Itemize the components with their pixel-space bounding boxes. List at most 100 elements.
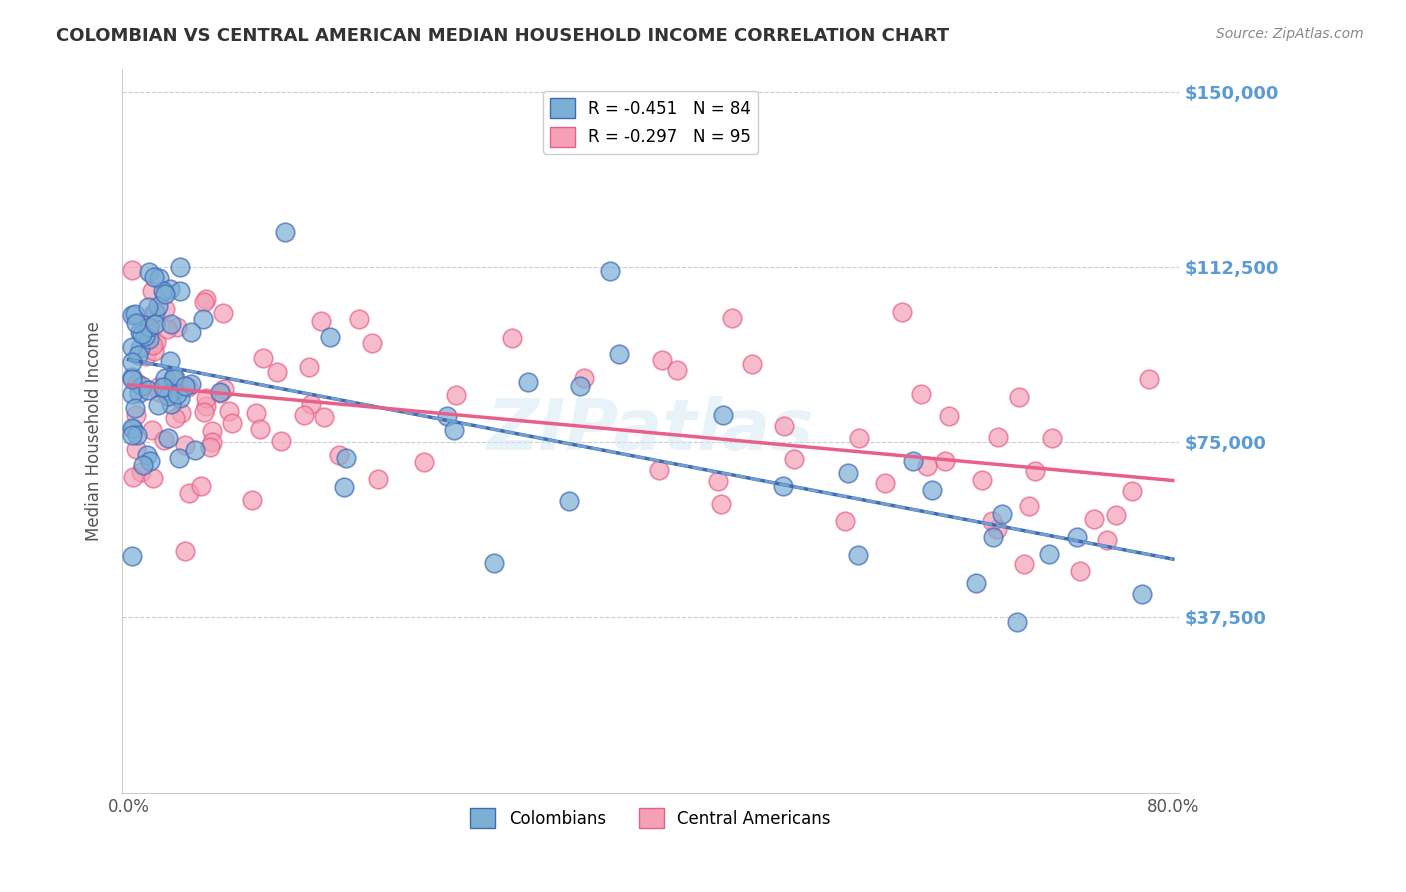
Point bbox=[1066, 530, 1088, 544]
Point bbox=[157, 380, 180, 394]
Point bbox=[121, 428, 143, 442]
Point bbox=[124, 401, 146, 416]
Point bbox=[125, 442, 148, 456]
Point bbox=[266, 365, 288, 379]
Point bbox=[180, 377, 202, 392]
Point bbox=[981, 514, 1004, 528]
Point bbox=[347, 311, 370, 326]
Point bbox=[309, 314, 332, 328]
Point bbox=[121, 308, 143, 322]
Text: Source: ZipAtlas.com: Source: ZipAtlas.com bbox=[1216, 27, 1364, 41]
Point bbox=[367, 472, 389, 486]
Point bbox=[569, 379, 592, 393]
Point bbox=[184, 443, 207, 458]
Point bbox=[159, 317, 181, 331]
Point bbox=[153, 434, 176, 448]
Point bbox=[910, 387, 932, 401]
Point bbox=[720, 310, 742, 325]
Point bbox=[987, 430, 1010, 444]
Point bbox=[174, 544, 197, 558]
Text: COLOMBIAN VS CENTRAL AMERICAN MEDIAN HOUSEHOLD INCOME CORRELATION CHART: COLOMBIAN VS CENTRAL AMERICAN MEDIAN HOU… bbox=[56, 27, 949, 45]
Point bbox=[741, 357, 763, 371]
Point bbox=[482, 556, 505, 570]
Point bbox=[648, 463, 671, 477]
Point bbox=[436, 409, 458, 423]
Point bbox=[153, 287, 176, 301]
Point bbox=[212, 306, 235, 320]
Point bbox=[1008, 390, 1031, 404]
Point bbox=[127, 376, 149, 391]
Point bbox=[501, 331, 523, 345]
Point bbox=[848, 430, 870, 444]
Point bbox=[143, 305, 166, 319]
Point bbox=[516, 376, 538, 390]
Point bbox=[195, 391, 218, 405]
Point bbox=[191, 311, 214, 326]
Point bbox=[221, 416, 243, 430]
Point bbox=[169, 260, 191, 275]
Point bbox=[162, 370, 184, 384]
Point bbox=[152, 284, 174, 298]
Point bbox=[128, 341, 150, 355]
Point bbox=[146, 398, 169, 412]
Point bbox=[1024, 464, 1046, 478]
Point bbox=[328, 449, 350, 463]
Point bbox=[159, 282, 181, 296]
Point bbox=[139, 454, 162, 468]
Point bbox=[1069, 565, 1091, 579]
Point bbox=[651, 353, 673, 368]
Legend: Colombians, Central Americans: Colombians, Central Americans bbox=[464, 801, 838, 835]
Point bbox=[195, 399, 218, 413]
Point bbox=[141, 284, 163, 298]
Point bbox=[299, 397, 322, 411]
Point bbox=[193, 295, 215, 310]
Point bbox=[148, 384, 170, 399]
Point bbox=[1018, 499, 1040, 513]
Point bbox=[772, 479, 794, 493]
Point bbox=[174, 438, 197, 452]
Point bbox=[121, 355, 143, 369]
Point bbox=[138, 265, 160, 279]
Point bbox=[136, 383, 159, 397]
Point bbox=[218, 403, 240, 417]
Point bbox=[873, 475, 896, 490]
Point bbox=[240, 493, 263, 508]
Point bbox=[169, 450, 191, 465]
Point bbox=[190, 479, 212, 493]
Point bbox=[162, 371, 184, 385]
Point bbox=[141, 423, 163, 437]
Point bbox=[981, 530, 1004, 544]
Point bbox=[1095, 533, 1118, 547]
Point bbox=[665, 363, 688, 377]
Point bbox=[127, 348, 149, 362]
Point bbox=[136, 300, 159, 314]
Point bbox=[921, 483, 943, 497]
Point bbox=[412, 455, 434, 469]
Point bbox=[208, 385, 231, 400]
Point bbox=[195, 292, 218, 306]
Point bbox=[970, 473, 993, 487]
Point bbox=[135, 349, 157, 363]
Point bbox=[121, 549, 143, 564]
Point bbox=[252, 351, 274, 366]
Point bbox=[131, 379, 153, 393]
Point bbox=[1139, 372, 1161, 386]
Point bbox=[146, 380, 169, 394]
Point bbox=[129, 465, 152, 479]
Point bbox=[891, 305, 914, 319]
Point bbox=[1130, 587, 1153, 601]
Point bbox=[121, 421, 143, 435]
Point bbox=[121, 372, 143, 386]
Point bbox=[711, 409, 734, 423]
Point bbox=[335, 450, 357, 465]
Point bbox=[135, 323, 157, 337]
Point bbox=[166, 386, 188, 401]
Point bbox=[901, 454, 924, 468]
Point bbox=[159, 354, 181, 368]
Point bbox=[444, 388, 467, 402]
Point bbox=[166, 319, 188, 334]
Point bbox=[157, 389, 180, 403]
Point bbox=[986, 522, 1008, 536]
Point bbox=[124, 307, 146, 321]
Point bbox=[165, 411, 187, 425]
